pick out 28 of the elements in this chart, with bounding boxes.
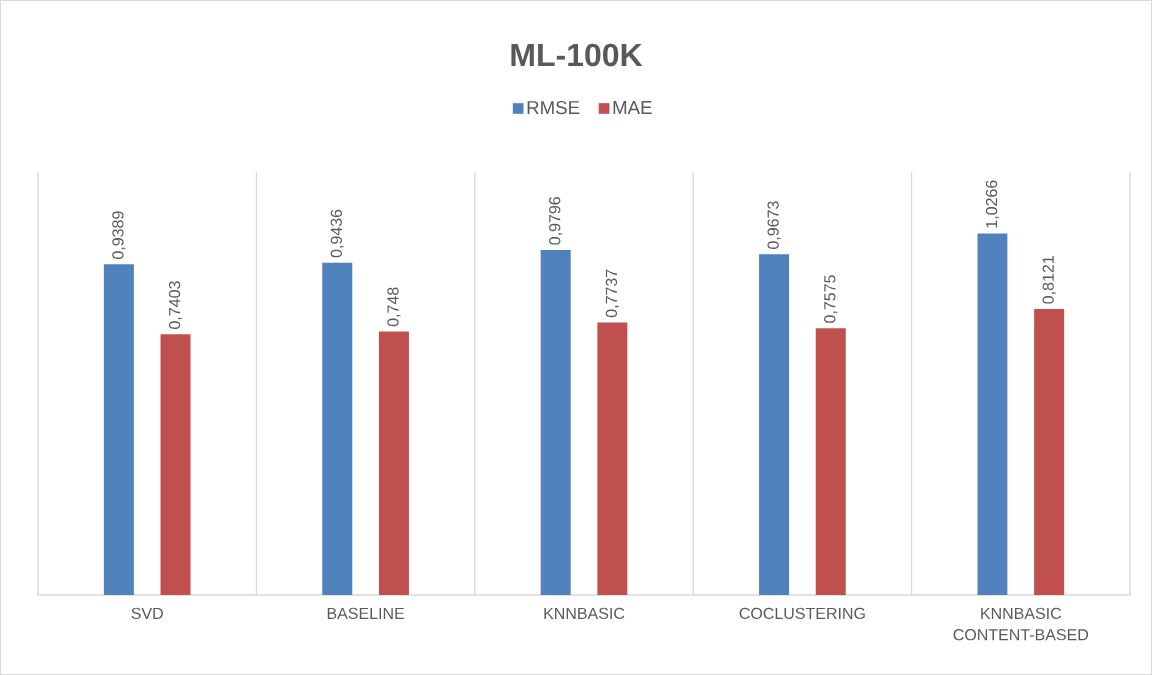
bar xyxy=(540,249,571,595)
data-label: 0,7403 xyxy=(168,281,183,329)
bar xyxy=(378,331,409,595)
bar xyxy=(322,262,353,595)
data-label: 0,748 xyxy=(387,287,401,327)
data-label: 0,9796 xyxy=(549,197,563,245)
bar xyxy=(160,334,191,595)
data-label: 0,9673 xyxy=(767,201,781,249)
chart-title: ML-100K xyxy=(511,43,643,67)
bar xyxy=(103,264,134,595)
x-tick-label: COCLUSTERING xyxy=(739,607,865,620)
data-label: 0,7737 xyxy=(605,269,619,318)
data-label: 0,9436 xyxy=(330,209,344,258)
bar xyxy=(1034,308,1065,595)
bar xyxy=(759,254,790,595)
data-label: 0,7575 xyxy=(824,275,838,323)
legend-label: RMSE xyxy=(527,100,580,115)
x-tick-label: KNNBASIC CONTENT-BASED xyxy=(953,607,1089,641)
data-label: 0,8121 xyxy=(1042,256,1056,304)
x-tick-label: KNNBASIC xyxy=(544,607,625,620)
bar xyxy=(977,233,1008,595)
data-label: 1,0266 xyxy=(985,180,1000,228)
legend-label: MAE xyxy=(613,101,652,114)
x-tick-label: SVD xyxy=(131,607,163,620)
data-label: 0,9389 xyxy=(112,211,126,259)
bar xyxy=(597,322,628,595)
bar xyxy=(815,328,846,595)
x-tick-label: BASELINE xyxy=(327,607,405,620)
